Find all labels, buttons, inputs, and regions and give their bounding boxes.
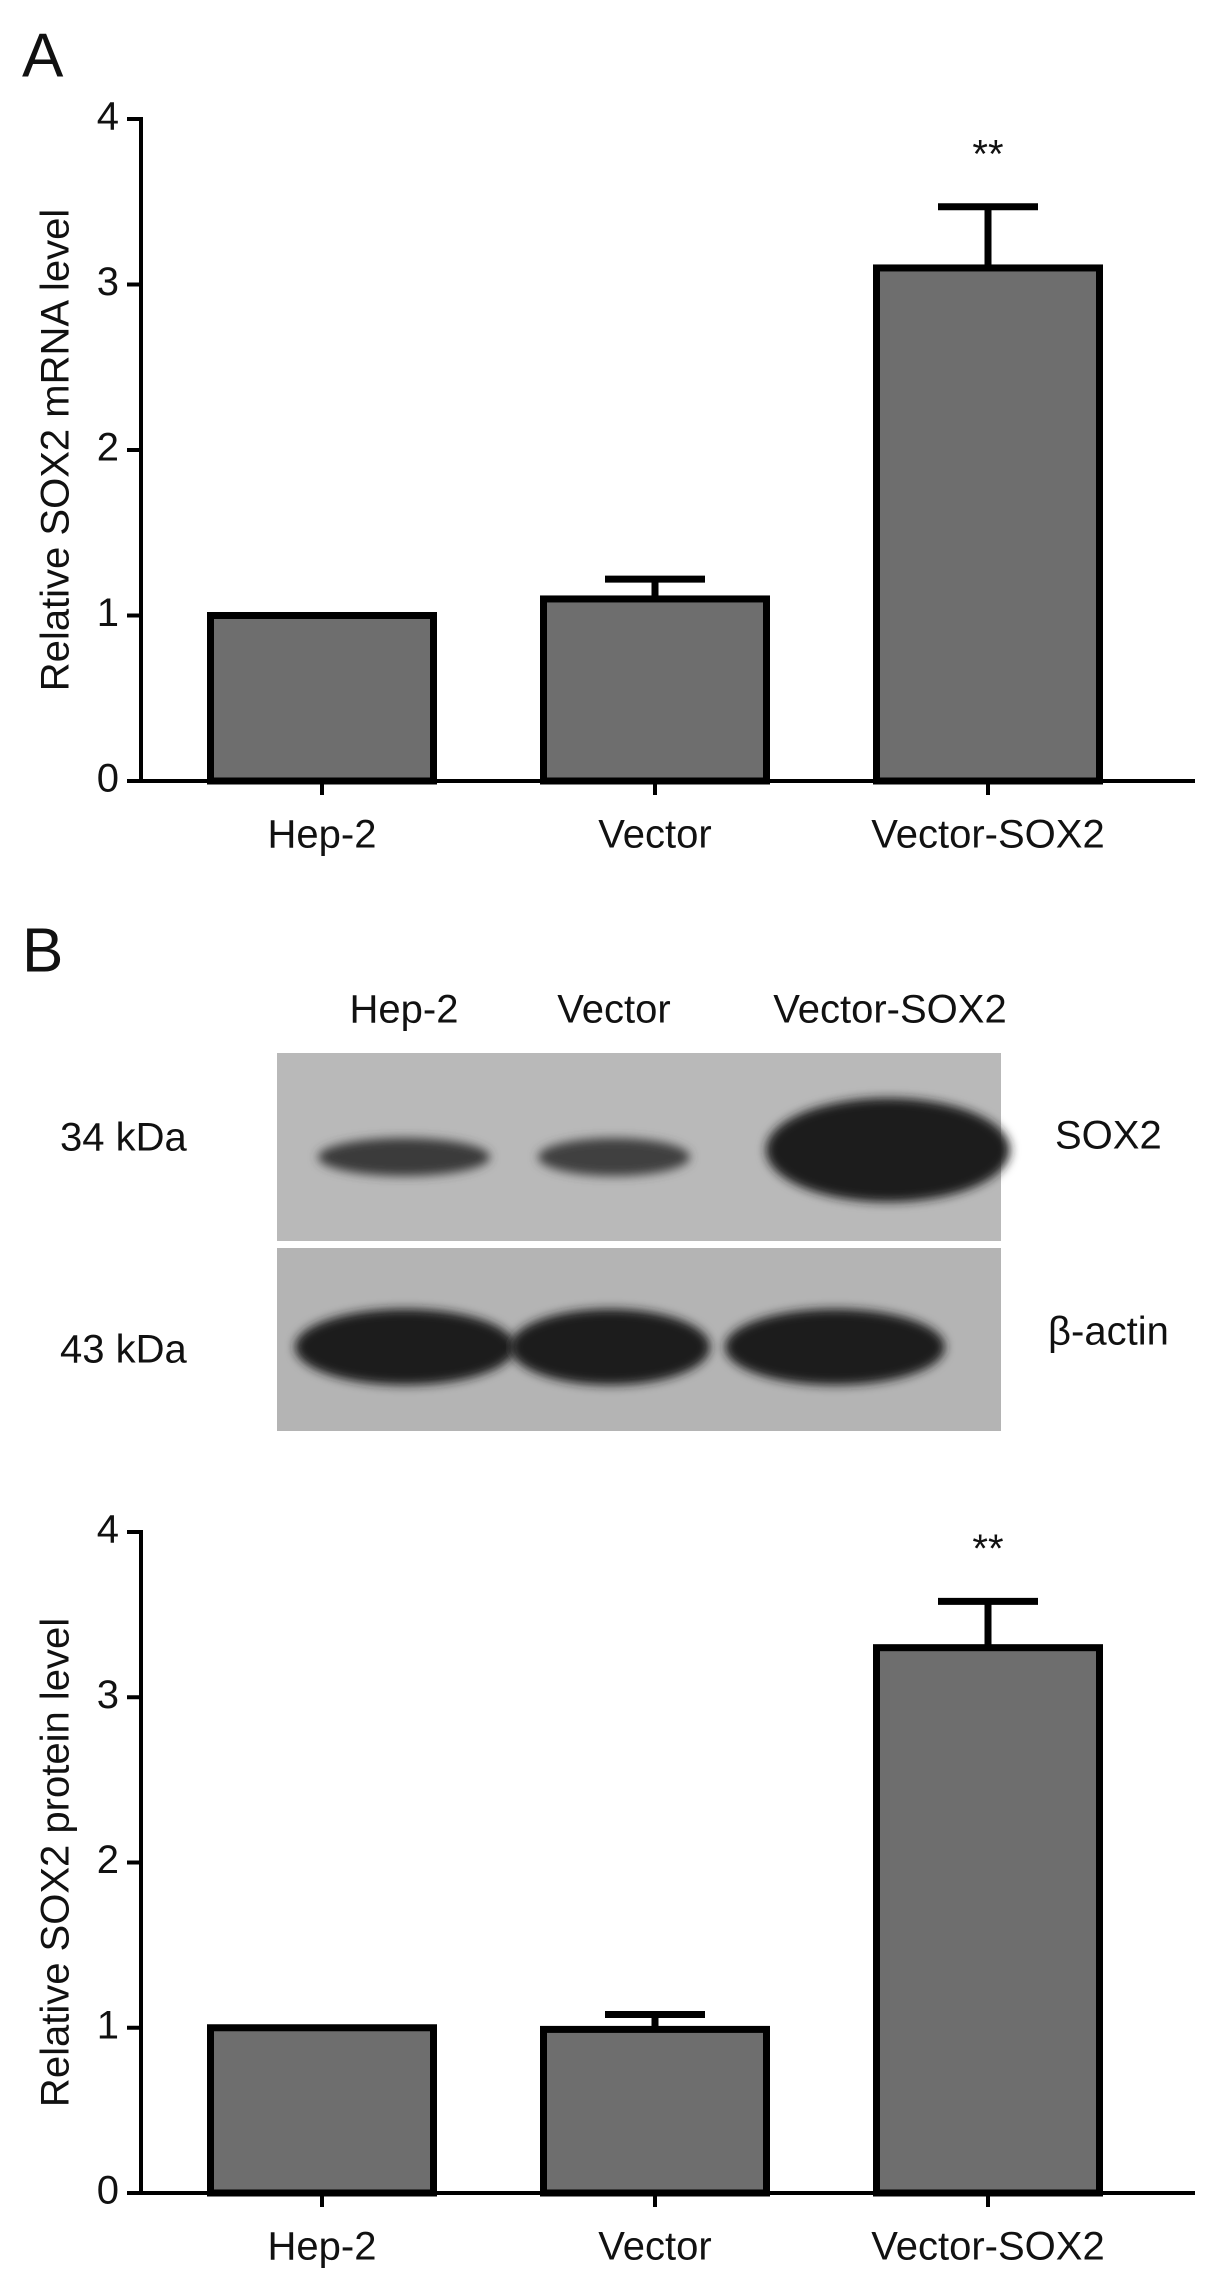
y-tick-label: 2 [97,1838,119,1882]
y-tick-label: 1 [97,2003,119,2047]
y-tick-label: 4 [97,1508,119,1552]
x-tick-label: Hep-2 [268,2225,377,2269]
band [538,1138,690,1176]
band [510,1309,710,1385]
y-axis-label: Relative SOX2 mRNA level [34,209,78,691]
annotation: ** [972,132,1003,176]
y-tick-label: 3 [97,1673,119,1717]
band [725,1309,945,1385]
lane-label: Vector-SOX2 [773,988,1006,1032]
x-tick-label: Vector-SOX2 [871,813,1104,857]
y-tick-label: 0 [97,757,119,801]
protein-label: β-actin [1048,1310,1169,1354]
y-tick-label: 2 [97,426,119,470]
y-tick-label: 4 [97,95,119,139]
protein-label: SOX2 [1055,1114,1162,1158]
x-tick-label: Vector-SOX2 [871,2225,1104,2269]
y-tick-label: 3 [97,260,119,304]
bar [873,264,1103,785]
bar [873,1644,1103,2197]
x-tick-label: Vector [598,813,711,857]
western-blot: Hep-2 Vector Vector-SOX2 34 kDa 43 kDa S… [60,988,1169,1431]
panel-label: A [22,21,64,90]
x-tick-label: Hep-2 [268,813,377,857]
y-tick-label: 1 [97,591,119,635]
bar [540,2025,770,2197]
panel-label: B [22,916,63,985]
y-tick-label: 0 [97,2169,119,2213]
bar [207,2024,437,2197]
y-axis-label: Relative SOX2 protein level [34,1618,78,2107]
marker-label: 34 kDa [60,1116,187,1160]
band [318,1138,490,1176]
annotation: ** [972,1527,1003,1571]
lane-label: Vector [557,988,670,1032]
bar [540,595,770,785]
lane-label: Hep-2 [350,988,459,1032]
marker-label: 43 kDa [60,1328,187,1372]
bar [207,612,437,785]
x-tick-label: Vector [598,2225,711,2269]
band [295,1309,515,1385]
band [766,1098,1010,1202]
